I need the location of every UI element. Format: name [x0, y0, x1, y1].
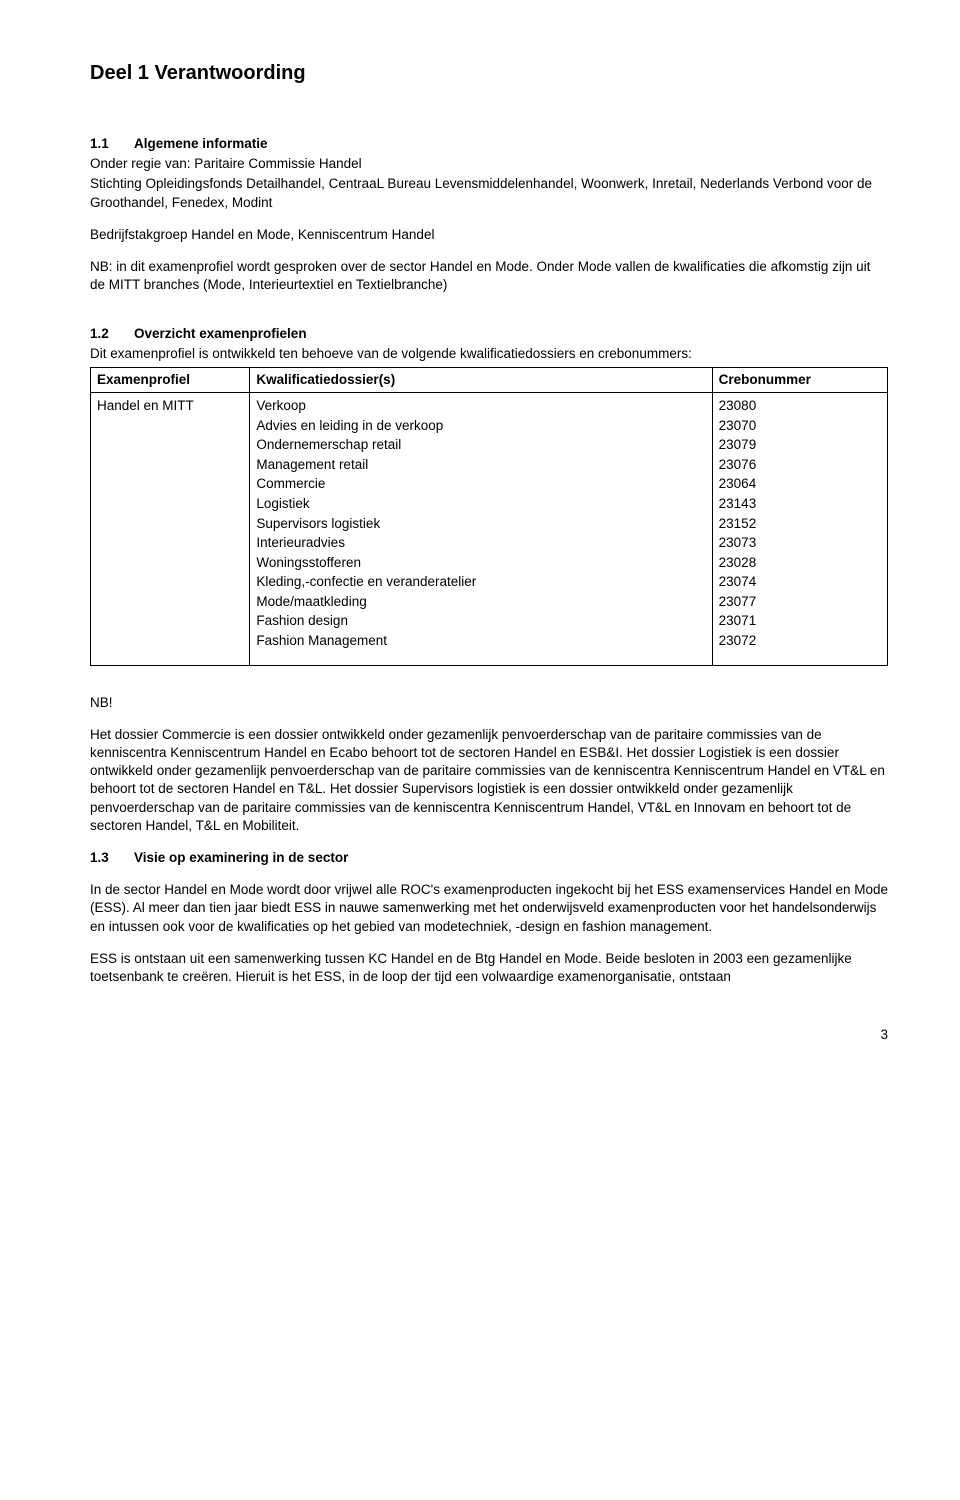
- section-title: Overzicht examenprofielen: [134, 326, 307, 341]
- crebo-item: 23143: [719, 494, 881, 514]
- crebo-item: 23152: [719, 514, 881, 534]
- col-header-dossiers: Kwalificatiedossier(s): [250, 367, 712, 392]
- body-text: NB: in dit examenprofiel wordt gesproken…: [90, 258, 888, 294]
- cell-profiel: Handel en MITT: [91, 393, 250, 665]
- crebo-item: 23071: [719, 611, 881, 631]
- dossier-item: Management retail: [256, 455, 705, 475]
- body-text: ESS is ontstaan uit een samenwerking tus…: [90, 950, 888, 986]
- dossier-item: Fashion Management: [256, 631, 705, 651]
- section-number: 1.2: [90, 325, 134, 343]
- dossier-item: Mode/maatkleding: [256, 592, 705, 612]
- dossier-item: Ondernemerschap retail: [256, 435, 705, 455]
- body-text: Onder regie van: Paritaire Commissie Han…: [90, 155, 888, 173]
- page-number: 3: [90, 1026, 888, 1044]
- nb-paragraph: Het dossier Commercie is een dossier ont…: [90, 726, 888, 835]
- section-number: 1.3: [90, 849, 134, 867]
- table-header-row: Examenprofiel Kwalificatiedossier(s) Cre…: [91, 367, 888, 392]
- dossier-item: Logistiek: [256, 494, 705, 514]
- body-text: Stichting Opleidingsfonds Detailhandel, …: [90, 175, 888, 211]
- col-header-crebo: Crebonummer: [712, 367, 887, 392]
- crebo-item: 23080: [719, 396, 881, 416]
- dossier-item: Kleding,-confectie en veranderatelier: [256, 572, 705, 592]
- section-title: Algemene informatie: [134, 136, 268, 151]
- col-header-profiel: Examenprofiel: [91, 367, 250, 392]
- cell-crebo: 2308023070230792307623064231432315223073…: [712, 393, 887, 665]
- table-row: Handel en MITT VerkoopAdvies en leiding …: [91, 393, 888, 665]
- crebo-item: 23072: [719, 631, 881, 651]
- crebo-item: 23064: [719, 474, 881, 494]
- cell-dossiers: VerkoopAdvies en leiding in de verkoopOn…: [250, 393, 712, 665]
- dossier-item: Fashion design: [256, 611, 705, 631]
- dossier-item: Verkoop: [256, 396, 705, 416]
- nb-label: NB!: [90, 694, 888, 712]
- crebo-item: 23077: [719, 592, 881, 612]
- section-1-1-heading: 1.1Algemene informatie: [90, 135, 888, 153]
- dossier-item: Commercie: [256, 474, 705, 494]
- crebo-item: 23076: [719, 455, 881, 475]
- crebo-item: 23028: [719, 553, 881, 573]
- kwalificatie-table: Examenprofiel Kwalificatiedossier(s) Cre…: [90, 367, 888, 666]
- body-text: In de sector Handel en Mode wordt door v…: [90, 881, 888, 936]
- crebo-item: 23074: [719, 572, 881, 592]
- dossier-item: Supervisors logistiek: [256, 514, 705, 534]
- page-title: Deel 1 Verantwoording: [90, 60, 888, 87]
- body-text: Bedrijfstakgroep Handel en Mode, Kennisc…: [90, 226, 888, 244]
- section-number: 1.1: [90, 135, 134, 153]
- crebo-item: 23073: [719, 533, 881, 553]
- crebo-item: 23079: [719, 435, 881, 455]
- dossier-item: Advies en leiding in de verkoop: [256, 416, 705, 436]
- dossier-item: Woningsstofferen: [256, 553, 705, 573]
- dossier-item: Interieuradvies: [256, 533, 705, 553]
- crebo-item: 23070: [719, 416, 881, 436]
- section-title: Visie op examinering in de sector: [134, 850, 348, 865]
- body-text: Dit examenprofiel is ontwikkeld ten beho…: [90, 345, 888, 363]
- section-1-2-heading: 1.2Overzicht examenprofielen: [90, 325, 888, 343]
- section-1-3-heading: 1.3Visie op examinering in de sector: [90, 849, 888, 867]
